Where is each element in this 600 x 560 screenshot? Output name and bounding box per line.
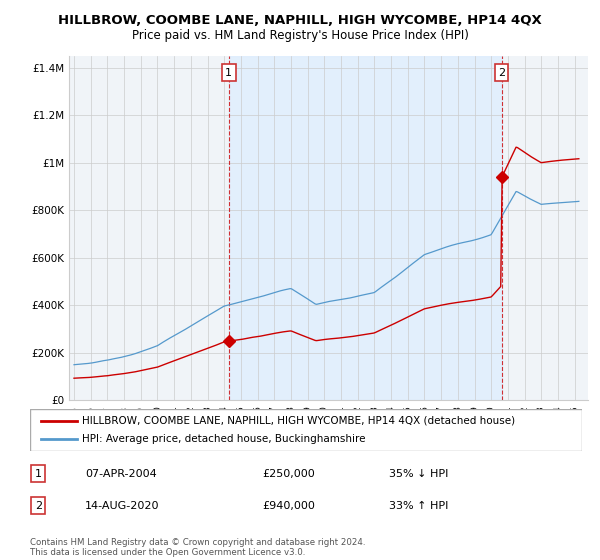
Text: 2: 2 bbox=[498, 68, 505, 78]
Text: HPI: Average price, detached house, Buckinghamshire: HPI: Average price, detached house, Buck… bbox=[82, 434, 366, 444]
Text: 33% ↑ HPI: 33% ↑ HPI bbox=[389, 501, 448, 511]
Text: £250,000: £250,000 bbox=[262, 469, 314, 479]
Text: HILLBROW, COOMBE LANE, NAPHILL, HIGH WYCOMBE, HP14 4QX (detached house): HILLBROW, COOMBE LANE, NAPHILL, HIGH WYC… bbox=[82, 416, 515, 426]
Text: 14-AUG-2020: 14-AUG-2020 bbox=[85, 501, 160, 511]
Text: 35% ↓ HPI: 35% ↓ HPI bbox=[389, 469, 448, 479]
Bar bbox=[229, 56, 502, 400]
Text: Contains HM Land Registry data © Crown copyright and database right 2024.
This d: Contains HM Land Registry data © Crown c… bbox=[30, 538, 365, 557]
Text: 1: 1 bbox=[35, 469, 42, 479]
Text: 07-APR-2004: 07-APR-2004 bbox=[85, 469, 157, 479]
Text: £940,000: £940,000 bbox=[262, 501, 315, 511]
Text: Price paid vs. HM Land Registry's House Price Index (HPI): Price paid vs. HM Land Registry's House … bbox=[131, 29, 469, 42]
Text: 2: 2 bbox=[35, 501, 42, 511]
Text: HILLBROW, COOMBE LANE, NAPHILL, HIGH WYCOMBE, HP14 4QX: HILLBROW, COOMBE LANE, NAPHILL, HIGH WYC… bbox=[58, 14, 542, 27]
FancyBboxPatch shape bbox=[30, 409, 582, 451]
Text: 1: 1 bbox=[225, 68, 232, 78]
